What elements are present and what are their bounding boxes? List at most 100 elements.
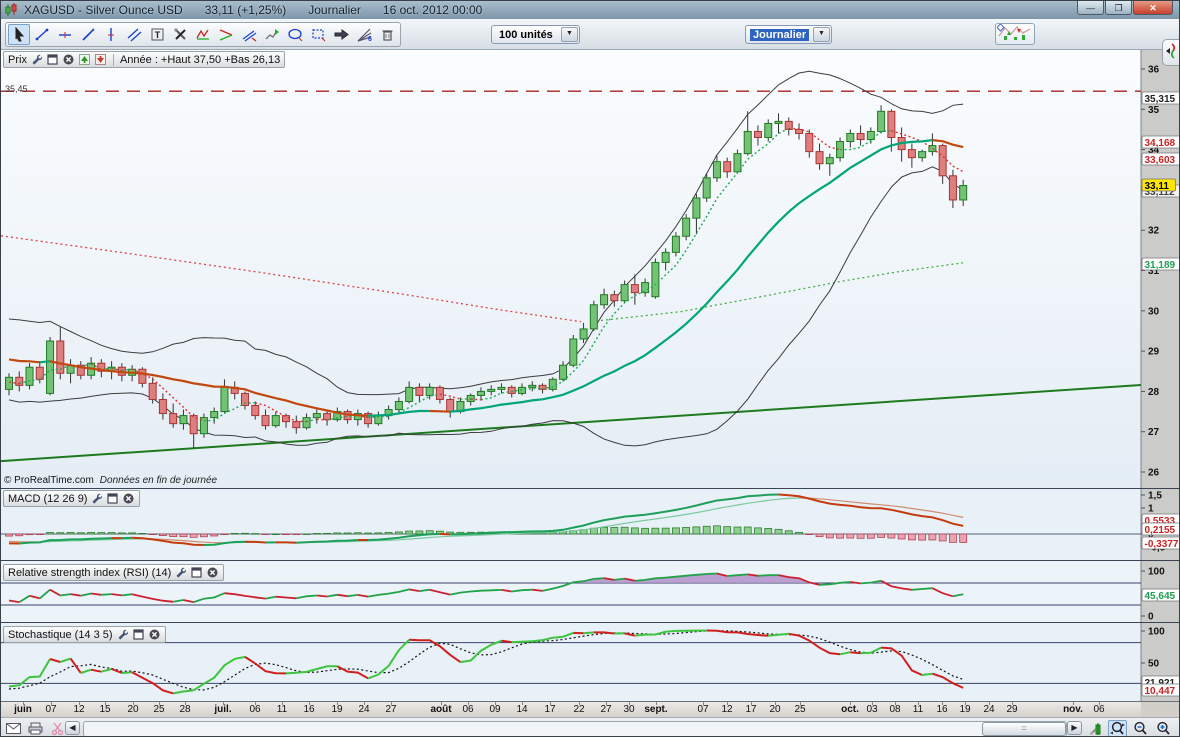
chart-display-button[interactable] (995, 23, 1035, 45)
window-title: XAGUSD - Silver Ounce USD (24, 3, 183, 17)
timeframe-dropdown[interactable]: Journalier ▼ (745, 25, 832, 44)
minimize-button[interactable]: — (1077, 1, 1104, 15)
window-controls: — ❐ ✕ (1076, 1, 1173, 15)
horizontal-scrollbar[interactable] (83, 721, 1067, 736)
price-panel-header: Prix Année : +Haut 37,50 +Bas 26,13 (3, 51, 286, 68)
rsi-close-button[interactable] (206, 567, 219, 579)
arrow-tool[interactable] (330, 24, 352, 45)
macd-plot (1, 493, 1141, 546)
parallel-lines-tool[interactable] (123, 24, 145, 45)
side-panel-toggle[interactable] (1162, 39, 1179, 66)
forecast-tool[interactable] (261, 24, 283, 45)
zoom-box-icon (1110, 721, 1125, 735)
price-plot (1, 70, 1141, 463)
date-tick-label: 16 (303, 704, 315, 715)
date-tick-label: août (430, 704, 452, 715)
stoch-window-button[interactable] (132, 629, 145, 641)
price-close-button[interactable] (62, 54, 75, 66)
date-tick-label: 29 (1006, 704, 1018, 715)
stoch-panel-header: Stochastique (14 3 5) (3, 626, 166, 643)
svg-text:26: 26 (1148, 468, 1160, 479)
date-tick-label: 07 (697, 704, 709, 715)
segment-tool[interactable] (31, 24, 53, 45)
text-tool[interactable]: T (146, 24, 168, 45)
svg-text:45,645: 45,645 (1145, 591, 1176, 602)
rsi-settings-button[interactable] (174, 567, 187, 579)
maximize-button[interactable]: ❐ (1105, 1, 1132, 15)
macd-close-button[interactable] (122, 493, 135, 505)
date-tick-label: 03 (866, 704, 878, 715)
date-tick-label: 16 (936, 704, 948, 715)
delete-drawings-tool[interactable] (376, 24, 398, 45)
macd-window-button[interactable] (106, 493, 119, 505)
svg-text:0,2155: 0,2155 (1145, 525, 1176, 536)
svg-text:1,5: 1,5 (1148, 491, 1162, 502)
chevron-down-icon[interactable]: ▼ (813, 27, 830, 42)
svg-text:T: T (154, 30, 160, 40)
triangle-pattern-tool[interactable] (215, 24, 237, 45)
date-tick-mark (656, 702, 657, 705)
chevron-down-icon[interactable]: ▼ (561, 27, 578, 42)
date-tick-mark (727, 702, 728, 705)
price-down-button[interactable] (94, 54, 107, 66)
quote-value: 33,11 (+1,25%) (204, 3, 287, 17)
date-tick-mark (255, 702, 256, 705)
zoom-in-button[interactable] (1154, 720, 1173, 736)
email-button[interactable] (5, 720, 22, 736)
stoch-close-button[interactable] (148, 629, 161, 641)
date-tick-label: 24 (983, 704, 995, 715)
chart-settings-button[interactable] (1087, 720, 1106, 736)
price-settings-button[interactable] (30, 54, 43, 66)
close-button[interactable]: ✕ (1133, 1, 1173, 15)
date-tick-mark (606, 702, 607, 705)
stoch-settings-button[interactable] (116, 629, 129, 641)
date-tick-mark (495, 702, 496, 705)
print-button[interactable] (27, 720, 44, 736)
date-tick-mark (105, 702, 106, 705)
price-window-button[interactable] (46, 54, 59, 66)
scroll-right-button[interactable]: ▶ (1067, 721, 1082, 735)
pointer-tool[interactable] (8, 24, 30, 45)
macd-settings-button[interactable] (90, 493, 103, 505)
cut-button[interactable] (49, 720, 66, 736)
year-range-info: Année : +Haut 37,50 +Bas 26,13 (119, 53, 281, 66)
fan-lines-tool[interactable]: 6 (353, 24, 375, 45)
scrollbar-thumb[interactable] (982, 722, 1066, 736)
date-tick-mark (1012, 702, 1013, 705)
svg-text:34,168: 34,168 (1145, 138, 1176, 149)
copyright-note: © ProRealTime.com Données en fin de journ… (4, 475, 217, 486)
date-tick-label: 28 (179, 704, 191, 715)
price-up-button[interactable] (78, 54, 91, 66)
units-dropdown[interactable]: 100 unités ▼ (491, 25, 580, 44)
zigzag-pattern-tool[interactable] (192, 24, 214, 45)
date-tick-label: 20 (127, 704, 139, 715)
svg-text:1: 1 (1148, 504, 1154, 515)
svg-text:50: 50 (1148, 659, 1160, 670)
channel-tool[interactable] (238, 24, 260, 45)
svg-text:35,315: 35,315 (1145, 94, 1176, 105)
zoom-out-button[interactable] (1131, 720, 1150, 736)
horizontal-segment-tool[interactable] (54, 24, 76, 45)
svg-text:29: 29 (1148, 347, 1160, 358)
cut-icon (51, 722, 64, 735)
rectangle-tool[interactable] (307, 24, 329, 45)
date-tick-mark (391, 702, 392, 705)
oblique-line-tool[interactable] (77, 24, 99, 45)
ellipse-tool[interactable] (284, 24, 306, 45)
date-tick-label: 11 (912, 704, 924, 715)
zoom-box-button[interactable] (1108, 720, 1127, 736)
date-tick-label: 15 (99, 704, 111, 715)
svg-text:33,112: 33,112 (1145, 187, 1175, 198)
scroll-left-button[interactable]: ◀ (65, 721, 80, 735)
stoch-plot (1, 629, 1141, 695)
date-tick-label: 30 (623, 704, 635, 715)
rsi-window-button[interactable] (190, 567, 203, 579)
units-value: 100 unités (499, 28, 553, 41)
copyright-text: © ProRealTime.com (4, 475, 94, 486)
drawing-settings-tool[interactable] (169, 24, 191, 45)
date-tick-label: 14 (516, 704, 528, 715)
rsi-panel-title: Relative strength index (RSI) (14) (8, 566, 172, 579)
vertical-line-tool[interactable] (100, 24, 122, 45)
